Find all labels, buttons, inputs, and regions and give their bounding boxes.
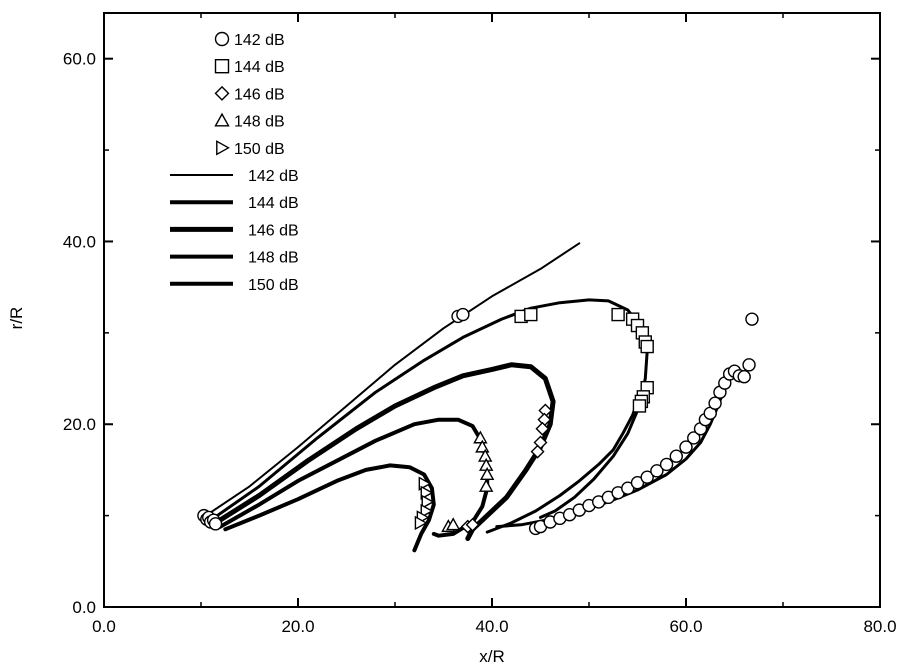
legend-marker: [216, 60, 229, 73]
legend-label: 148 dB: [234, 114, 285, 131]
x-tick-label: 40.0: [475, 617, 508, 636]
data-point: [670, 450, 682, 462]
data-point: [709, 397, 721, 409]
y-tick-label: 20.0: [63, 415, 96, 434]
legend-label: 144 dB: [234, 59, 285, 76]
data-point: [743, 359, 755, 371]
y-axis-label: r/R: [7, 307, 26, 330]
legend-marker: [216, 33, 229, 46]
data-point: [480, 480, 492, 491]
data-point: [738, 371, 750, 383]
x-tick-label: 20.0: [281, 617, 314, 636]
y-tick-label: 40.0: [63, 232, 96, 251]
data-point: [661, 458, 673, 470]
legend-label: 142 dB: [248, 168, 299, 185]
x-axis-label: x/R: [479, 647, 505, 666]
data-point: [457, 309, 469, 321]
legend-marker: [216, 114, 229, 126]
x-tick-label: 80.0: [863, 617, 896, 636]
legend-marker: [216, 87, 229, 100]
series-line: [211, 300, 648, 520]
legend: 142 dB 144 dB 146 dB 148 dB 150 dB 142 dB 144 …: [170, 32, 299, 294]
legend-label: 148 dB: [248, 250, 299, 267]
data-point: [210, 518, 222, 530]
x-tick-label: 60.0: [669, 617, 702, 636]
legend-label: 150 dB: [234, 141, 285, 158]
y-tick-label: 0.0: [72, 598, 96, 617]
axis-tick-labels: 0.0 20.0 40.0 60.0 80.0 0.0 20.0 40.0 60.0: [63, 50, 897, 636]
data-point: [525, 309, 537, 321]
legend-label: 150 dB: [248, 277, 299, 294]
data-point: [612, 309, 624, 321]
series-markers: [198, 309, 758, 535]
legend-label: 142 dB: [234, 32, 285, 49]
legend-label: 144 dB: [248, 195, 299, 212]
legend-label: 146 dB: [234, 86, 285, 103]
legend-label: 146 dB: [248, 222, 299, 239]
y-tick-label: 60.0: [63, 50, 96, 69]
data-point: [641, 341, 653, 353]
legend-marker: [217, 141, 229, 154]
data-point: [746, 313, 758, 325]
data-point: [633, 400, 645, 412]
x-tick-label: 0.0: [92, 617, 116, 636]
